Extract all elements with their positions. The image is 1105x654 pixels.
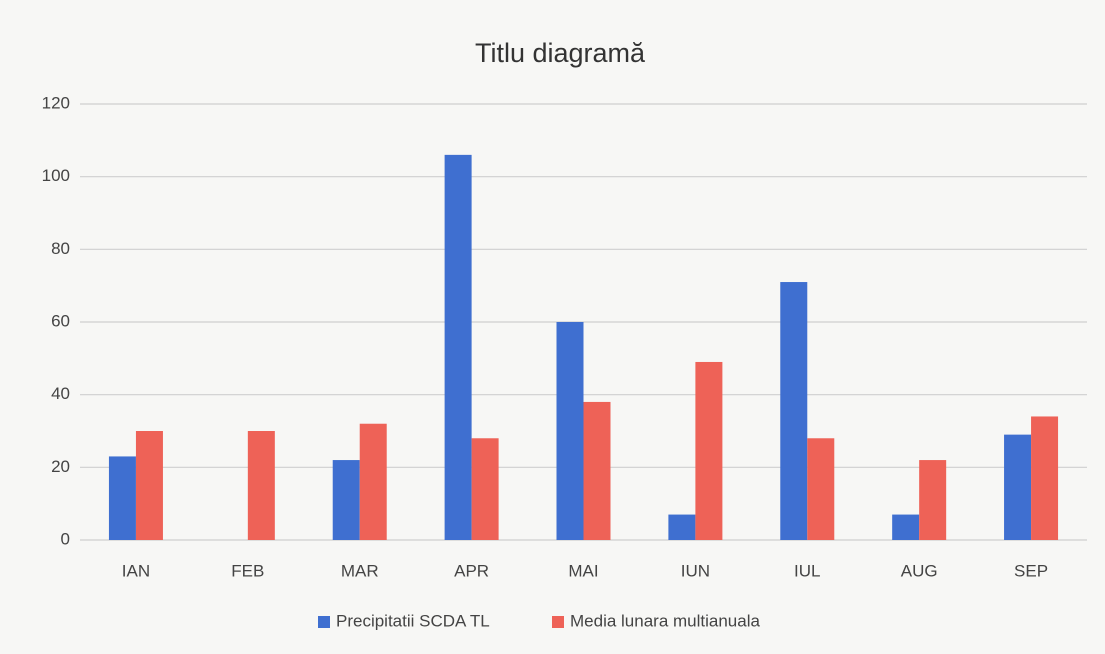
bar <box>919 460 947 540</box>
y-tick-label: 40 <box>51 384 70 403</box>
x-tick-label: FEB <box>231 561 264 580</box>
x-tick-label: MAR <box>341 561 379 580</box>
bar <box>695 361 723 540</box>
x-tick-label: IAN <box>122 561 150 580</box>
chart-title: Titlu diagramă <box>475 38 646 68</box>
bar <box>247 431 275 540</box>
bar <box>780 282 808 540</box>
bar <box>1004 434 1032 540</box>
y-tick-label: 120 <box>42 93 70 112</box>
bar <box>359 423 387 540</box>
legend-label: Precipitatii SCDA TL <box>336 611 490 630</box>
legend-swatch <box>552 616 564 628</box>
bar <box>1031 416 1059 540</box>
x-tick-label: IUL <box>794 561 820 580</box>
legend-swatch <box>318 616 330 628</box>
bar <box>108 456 136 540</box>
x-tick-label: AUG <box>901 561 938 580</box>
bar <box>135 431 163 540</box>
y-tick-label: 60 <box>51 311 70 330</box>
x-tick-label: APR <box>454 561 489 580</box>
y-tick-label: 100 <box>42 166 70 185</box>
bar <box>807 438 835 540</box>
y-tick-label: 0 <box>61 529 70 548</box>
bar <box>444 154 472 540</box>
y-tick-label: 20 <box>51 457 70 476</box>
bar <box>668 514 696 540</box>
x-tick-label: IUN <box>681 561 710 580</box>
y-tick-label: 80 <box>51 239 70 258</box>
bar <box>583 401 611 540</box>
legend-label: Media lunara multianuala <box>570 611 760 630</box>
x-tick-label: SEP <box>1014 561 1048 580</box>
bar <box>892 514 920 540</box>
bar <box>556 322 584 540</box>
bar <box>332 460 360 540</box>
bar <box>471 438 499 540</box>
x-tick-label: MAI <box>568 561 598 580</box>
